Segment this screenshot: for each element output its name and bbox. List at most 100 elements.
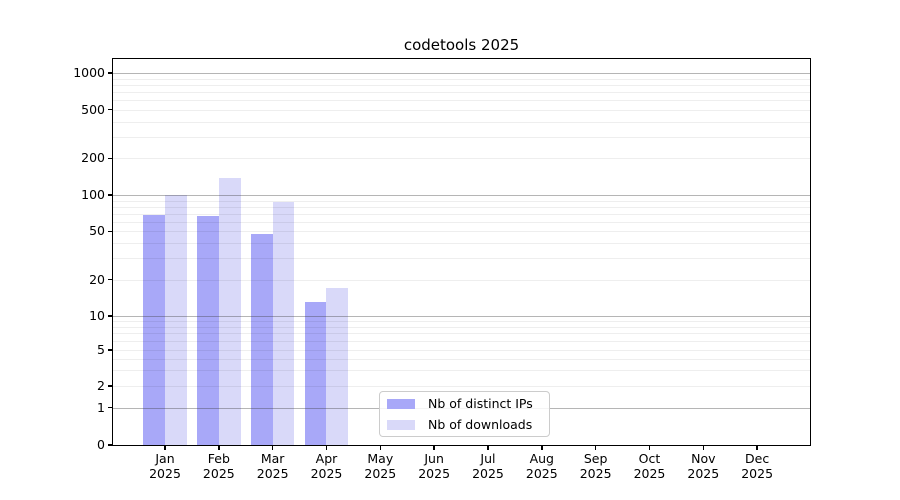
y-axis-tick	[108, 349, 113, 351]
minor-gridline	[113, 84, 810, 86]
major-gridline	[113, 316, 810, 317]
major-gridline	[113, 73, 810, 74]
x-tick-label-line: Dec	[745, 451, 770, 466]
y-axis-tick	[108, 406, 113, 409]
y-tick-label: 50	[89, 223, 105, 239]
minor-gridline	[113, 350, 810, 351]
legend-item: Nb of distinct IPs	[380, 395, 549, 412]
x-tick-label-line: 2025	[525, 466, 558, 481]
y-tick-label: 1000	[73, 65, 105, 80]
x-tick-label-line: 2025	[310, 466, 343, 481]
x-tick-label: Oct 2025	[619, 451, 679, 481]
x-tick-label-line: 2025	[741, 466, 774, 481]
x-axis-tick	[218, 445, 220, 450]
x-tick-label-line: Feb	[207, 451, 230, 466]
y-axis-tick	[108, 278, 113, 281]
x-tick-label-line: Mar	[260, 451, 285, 466]
minor-gridline	[113, 258, 810, 260]
minor-gridline	[113, 78, 810, 80]
y-axis-tick	[108, 230, 113, 233]
minor-gridline	[113, 370, 810, 372]
x-tick-label: Feb 2025	[189, 451, 249, 481]
minor-gridline	[113, 100, 810, 102]
x-tick-label-line: Jul	[480, 451, 496, 466]
x-tick-label: Jul 2025	[458, 451, 518, 481]
x-tick-label-line: 2025	[364, 466, 397, 481]
y-tick-label: 200	[81, 150, 105, 166]
x-tick-label-line: 2025	[149, 466, 181, 481]
bar-downloads	[326, 288, 349, 445]
x-axis-tick	[594, 445, 597, 450]
legend-item-label: Nb of downloads	[428, 417, 533, 432]
y-tick-label: 0	[97, 437, 105, 452]
x-tick-label: Dec 2025	[727, 451, 787, 481]
bar-distinct-ips	[304, 302, 327, 445]
minor-gridline	[113, 243, 810, 245]
x-tick-label-line: 2025	[256, 466, 289, 481]
x-tick-label-line: Jun	[424, 451, 444, 466]
x-tick-label-line: Sep	[583, 451, 608, 466]
bar-distinct-ips	[250, 233, 273, 445]
y-tick-label: 500	[81, 101, 105, 117]
y-axis-tick	[108, 315, 113, 317]
minor-gridline	[113, 213, 810, 215]
minor-gridline	[113, 200, 810, 202]
legend-item-label: Nb of distinct IPs	[428, 396, 533, 411]
minor-gridline	[113, 279, 810, 281]
x-axis-tick	[164, 445, 166, 450]
legend-swatch-distinct-ips	[387, 398, 415, 409]
y-tick-label: 1	[97, 399, 105, 415]
y-tick-label: 20	[89, 271, 105, 287]
y-axis-tick	[108, 444, 113, 446]
minor-gridline	[113, 158, 810, 160]
x-tick-label-line: 2025	[687, 466, 720, 481]
x-axis-tick	[756, 445, 758, 450]
chart-title: codetools 2025	[403, 36, 520, 54]
y-tick-label: 100	[81, 187, 105, 202]
x-tick-label: Aug 2025	[512, 451, 572, 481]
bar-distinct-ips	[143, 215, 165, 445]
x-axis-tick	[379, 445, 381, 450]
minor-gridline	[113, 109, 810, 111]
x-axis-tick	[648, 445, 651, 450]
x-tick-label-line: May	[367, 451, 394, 466]
x-tick-label-line: 2025	[202, 466, 235, 481]
x-tick-label: Mar 2025	[243, 451, 303, 481]
x-tick-label-line: Aug	[529, 451, 554, 466]
x-tick-label: Jun 2025	[404, 451, 464, 481]
x-tick-label-line: Nov	[691, 451, 716, 466]
x-tick-label: Jan 2025	[135, 451, 195, 481]
x-axis-tick	[541, 445, 543, 450]
minor-gridline	[113, 326, 810, 328]
legend-swatch-downloads	[387, 419, 415, 430]
y-axis-tick	[108, 109, 113, 111]
x-tick-label-line: Oct	[638, 451, 661, 466]
minor-gridline	[113, 91, 810, 93]
x-tick-label: Apr 2025	[296, 451, 356, 481]
minor-gridline	[113, 136, 810, 138]
x-tick-label-line: 2025	[472, 466, 504, 481]
bar-distinct-ips	[197, 216, 219, 445]
plot-area: Nb of distinct IPs Nb of downloads	[112, 58, 811, 446]
x-tick-label: Sep 2025	[566, 451, 626, 481]
y-axis-tick	[108, 194, 113, 196]
x-axis-tick	[325, 445, 328, 450]
minor-gridline	[113, 386, 810, 387]
x-axis-tick	[702, 445, 704, 450]
x-tick-label-line: 2025	[633, 466, 666, 481]
legend-item: Nb of downloads	[380, 416, 549, 433]
x-tick-label-line: 2025	[418, 466, 451, 481]
y-tick-label: 2	[97, 378, 105, 393]
x-tick-label-line: Apr	[315, 451, 338, 466]
y-axis-tick	[108, 385, 113, 387]
y-tick-label: 5	[97, 342, 105, 357]
bar-downloads	[218, 177, 241, 445]
minor-gridline	[113, 121, 810, 123]
x-tick-label: Nov 2025	[673, 451, 733, 481]
x-axis-tick	[271, 445, 274, 450]
x-axis-tick	[487, 445, 489, 450]
bar-downloads	[165, 195, 187, 445]
major-gridline	[113, 195, 810, 196]
minor-gridline	[113, 221, 810, 223]
